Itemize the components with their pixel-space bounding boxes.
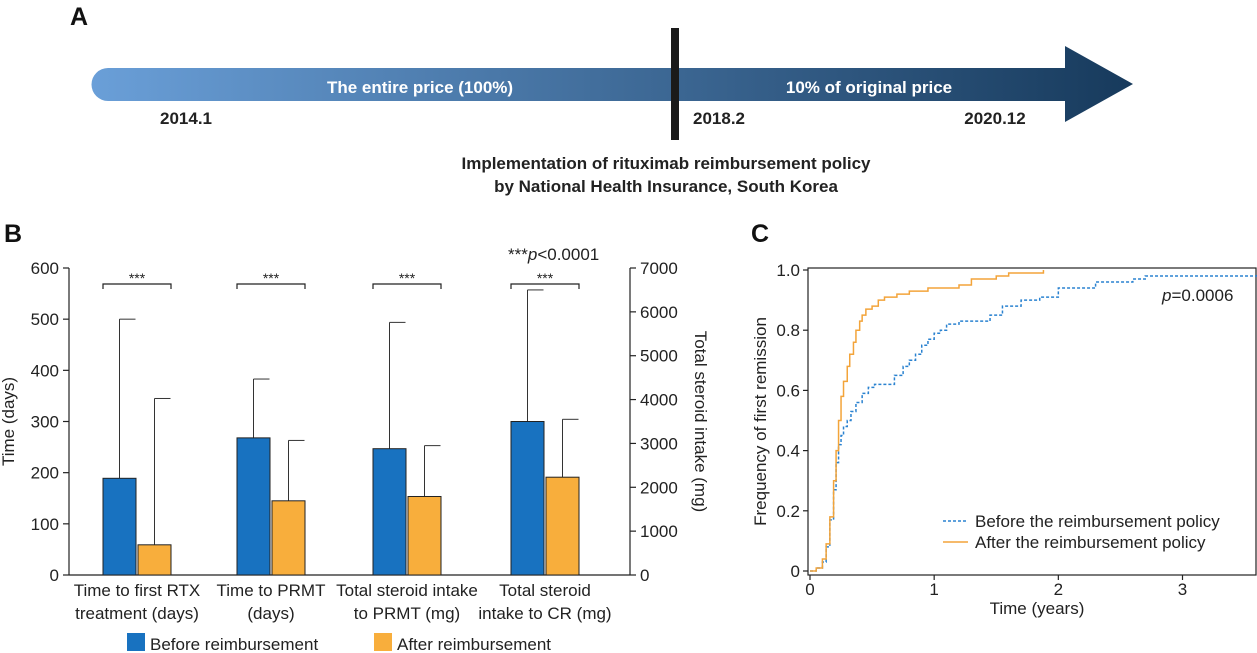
- right-tick-label: 4000: [640, 391, 678, 410]
- bar-before: [102, 477, 137, 576]
- x-tick-label: 0: [805, 580, 814, 599]
- legend-label-after: After the reimbursement policy: [975, 533, 1206, 552]
- date-end: 2020.12: [964, 109, 1025, 128]
- legend-label-before: Before the reimbursement policy: [975, 512, 1220, 531]
- y-tick-label: 0: [791, 562, 800, 581]
- panel-a: A The entire price (100%) 10% of origina…: [70, 3, 1134, 196]
- plot-frame: [807, 267, 1257, 576]
- right-tick-label: 6000: [640, 303, 678, 322]
- category-label: (days): [247, 604, 294, 623]
- category-label: Time to PRMT: [217, 581, 326, 600]
- right-y-axis-title: Total steroid intake (mg): [691, 331, 710, 512]
- date-start: 2014.1: [160, 109, 212, 128]
- x-axis-title: Time (years): [990, 599, 1085, 618]
- bar-after: [271, 500, 306, 576]
- x-tick-label: 3: [1178, 580, 1187, 599]
- bar-chart: 0100200300400500600010002000300040005000…: [0, 259, 710, 653]
- km-chart: 0 0.2 0.4 0.6 0.8 1.0 0 1 2 3 Time (years) Frequenc…: [751, 261, 1257, 618]
- right-tick-label: 7000: [640, 259, 678, 278]
- bar-before: [236, 437, 271, 576]
- category-label: Time to first RTX: [74, 581, 201, 600]
- km-curve-after: [810, 270, 1045, 572]
- category-label: treatment (days): [75, 604, 199, 623]
- legend-swatch-after: [374, 633, 392, 651]
- bar-after: [545, 476, 580, 576]
- policy-divider: [671, 28, 679, 140]
- significance-note: ***p<0.0001: [508, 245, 599, 264]
- category-label: to PRMT (mg): [354, 604, 460, 623]
- left-tick-label: 100: [31, 515, 59, 534]
- timeline-arrow: [91, 46, 1134, 122]
- y-tick-label: 0.2: [776, 502, 800, 521]
- x-tick-label: 1: [929, 580, 938, 599]
- right-tick-label: 3000: [640, 434, 678, 453]
- caption-line-2: by National Health Insurance, South Kore…: [494, 177, 838, 196]
- left-y-axis-title: Time (days): [0, 377, 18, 466]
- legend-swatch-before: [127, 633, 145, 651]
- right-tick-label: 0: [640, 566, 649, 585]
- significance-bracket: [102, 283, 172, 289]
- right-tick-label: 1000: [640, 522, 678, 541]
- significance-bracket: [510, 283, 580, 289]
- category-label: Total steroid intake: [336, 581, 478, 600]
- right-tick-label: 5000: [640, 347, 678, 366]
- date-policy: 2018.2: [693, 109, 745, 128]
- bar-before: [510, 421, 545, 576]
- legend-label-after: After reimbursement: [397, 635, 551, 653]
- panel-b: B ***p<0.0001 01002003004005006000100020…: [0, 220, 710, 653]
- y-tick-label: 0.8: [776, 321, 800, 340]
- left-tick-label: 500: [31, 310, 59, 329]
- significance-marker: ***: [263, 270, 280, 286]
- legend-label-before: Before reimbursement: [150, 635, 318, 653]
- category-label: intake to CR (mg): [478, 604, 611, 623]
- left-tick-label: 200: [31, 464, 59, 483]
- bar-before: [372, 448, 407, 576]
- panel-b-letter: B: [4, 220, 22, 248]
- significance-marker: ***: [129, 270, 146, 286]
- segment-before-label: The entire price (100%): [327, 78, 513, 97]
- y-axis-title: Frequency of first remission: [751, 317, 770, 526]
- left-tick-label: 0: [50, 566, 59, 585]
- significance-bracket: [236, 283, 306, 289]
- right-tick-label: 2000: [640, 478, 678, 497]
- left-tick-label: 400: [31, 361, 59, 380]
- significance-bracket: [372, 283, 442, 289]
- bar-after: [407, 495, 442, 576]
- panel-c-letter: C: [751, 220, 769, 248]
- panel-a-letter: A: [70, 3, 88, 31]
- segment-after-label: 10% of original price: [786, 78, 952, 97]
- left-tick-label: 300: [31, 413, 59, 432]
- panel-c: C p=0.0006 0 0.2 0.4 0.6 0.8 1.0 0 1 2 3 Time (yea…: [751, 220, 1257, 618]
- significance-marker: ***: [399, 270, 416, 286]
- bar-after: [137, 544, 172, 576]
- caption-line-1: Implementation of rituximab reimbursemen…: [461, 154, 871, 173]
- y-tick-label: 1.0: [776, 261, 800, 280]
- y-tick-label: 0.6: [776, 381, 800, 400]
- x-tick-label: 2: [1054, 580, 1063, 599]
- y-tick-label: 0.4: [776, 442, 800, 461]
- left-tick-label: 600: [31, 259, 59, 278]
- p-value: p=0.0006: [1161, 286, 1233, 305]
- significance-marker: ***: [537, 270, 554, 286]
- category-label: Total steroid: [499, 581, 591, 600]
